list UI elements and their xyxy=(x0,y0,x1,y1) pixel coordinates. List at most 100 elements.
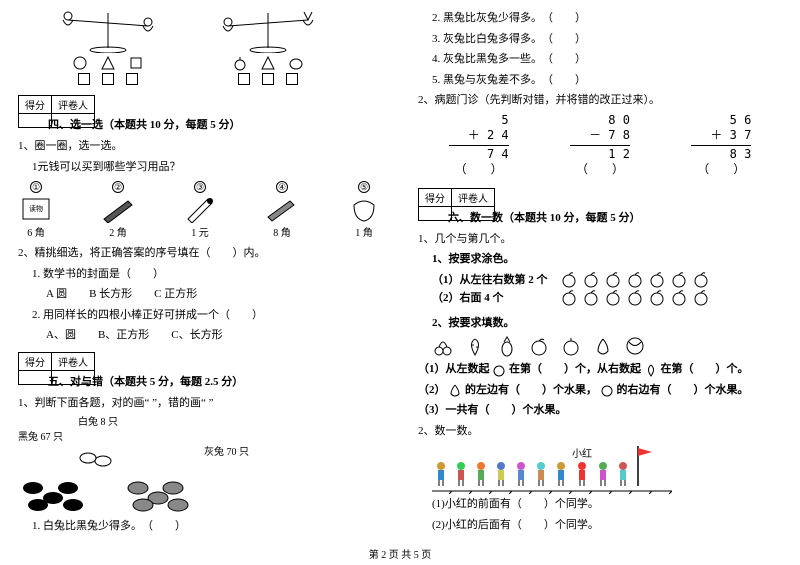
strawberry-small-icon xyxy=(644,363,658,377)
section-5-title: 五、对与错（本题共 5 分，每题 2.5 分） xyxy=(48,373,382,389)
scale-1-choices xyxy=(72,55,144,71)
apple-row-1 xyxy=(560,270,710,288)
white-rabbit-label: 白兔 8 只 xyxy=(78,413,198,428)
arith-a: 5 6 xyxy=(730,113,752,129)
q4-2-2: 2. 用同样长的四根小棒正好可拼成一个（ ） xyxy=(32,307,382,324)
apple-icon[interactable] xyxy=(692,270,710,288)
xh-q1: (1)小红的前面有（ ）个同学。 xyxy=(432,496,782,513)
checkbox[interactable] xyxy=(262,73,274,85)
checkbox[interactable] xyxy=(286,73,298,85)
kids-queue: 小红 xyxy=(432,445,782,486)
color-req-1: （1）从左往右数第 2 个 xyxy=(432,272,548,289)
fr1b: 在第（ ）个，从右数起 xyxy=(509,363,641,375)
judge-4: 4. 灰兔比黑兔多一些。 （ ） xyxy=(432,51,782,68)
grader-header: 评卷人 xyxy=(52,96,95,114)
score-cell[interactable] xyxy=(419,206,452,220)
judge-4-text: 4. 灰兔比黑兔多一些。 xyxy=(432,53,537,65)
arith-c: 7 4 xyxy=(487,147,509,163)
scale-2-choices xyxy=(232,55,304,71)
balance-scale-2 xyxy=(208,8,328,53)
animal-icon xyxy=(72,55,88,71)
judge-2: 2. 黑兔比灰兔少得多。 （ ） xyxy=(432,10,782,27)
checkbox[interactable] xyxy=(238,73,250,85)
fill-req: 2、按要求填数。 xyxy=(432,315,782,332)
apple-icon[interactable] xyxy=(648,270,666,288)
strawberry-icon xyxy=(464,335,486,357)
item-number: ④ xyxy=(276,181,288,193)
arith-paren[interactable]: （ ） xyxy=(697,162,745,178)
apple-icon[interactable] xyxy=(670,288,688,306)
fr1a: （1）从左数起 xyxy=(418,363,490,375)
score-cell[interactable] xyxy=(19,114,52,128)
peach-small-icon xyxy=(492,363,506,377)
apple-icon[interactable] xyxy=(560,288,578,306)
shop-item-5: ⑤ 1 角 xyxy=(346,181,382,239)
fr2a: （2） xyxy=(418,384,446,396)
animal-icon xyxy=(128,55,144,71)
apple-icon[interactable] xyxy=(604,270,622,288)
cherry-icon xyxy=(432,335,454,357)
grader-header: 评卷人 xyxy=(52,352,95,370)
apple-icon[interactable] xyxy=(582,270,600,288)
arith-b: ＋ 3 7 xyxy=(710,128,751,144)
arithmetic-problems: 5 ＋ 2 4 7 4 （ ） 8 0 － 7 8 1 2 （ ） 5 6 ＋ … xyxy=(418,113,782,178)
apple-icon[interactable] xyxy=(692,288,710,306)
fruit-icons-row xyxy=(432,335,782,357)
judge-1: 1. 白兔比黑兔少得多。 （ ） xyxy=(32,518,382,535)
left-column: 得分评卷人 四、选一选（本题共 10 分，每题 5 分） 1、圈一圈，选一选。 … xyxy=(0,0,400,565)
scale-2-checkboxes xyxy=(238,73,298,85)
checkbox[interactable] xyxy=(126,73,138,85)
apple-row-2 xyxy=(560,288,710,306)
arith-1: 5 ＋ 2 4 7 4 （ ） xyxy=(449,113,509,178)
item-number: ② xyxy=(112,181,124,193)
q6-2: 2、数一数。 xyxy=(418,423,782,440)
xiaohong-label: 小红 xyxy=(572,445,592,460)
apple-icon[interactable] xyxy=(582,288,600,306)
checkbox[interactable] xyxy=(78,73,90,85)
animal-icon xyxy=(100,55,116,71)
watermelon-icon xyxy=(624,335,646,357)
shop-item-2: ② 2 角 xyxy=(100,181,136,239)
q5-1: 1、判断下面各题，对的画“ ”，错的画“ ” xyxy=(18,395,382,412)
black-rabbit-label: 黑兔 67 只 xyxy=(18,428,198,443)
peach-icon xyxy=(528,335,550,357)
ruler-icon xyxy=(264,195,300,223)
price-label: 1 角 xyxy=(355,224,373,239)
page-footer: 第 2 页 共 5 页 xyxy=(0,546,800,561)
rabbits-illustration xyxy=(18,443,198,513)
arith-c: 1 2 xyxy=(608,147,630,163)
score-cell[interactable] xyxy=(19,370,52,384)
judge-3: 3. 灰兔比白兔多得多。 （ ） xyxy=(432,31,782,48)
shop-item-4: ④ 8 角 xyxy=(264,181,300,239)
apple-icon[interactable] xyxy=(648,288,666,306)
fruit-icon xyxy=(232,55,248,71)
q6-1: 1、几个与第几个。 xyxy=(418,231,782,248)
apple-icon[interactable] xyxy=(626,270,644,288)
kid-icon xyxy=(512,460,530,486)
apple-icon[interactable] xyxy=(560,270,578,288)
arith-paren[interactable]: （ ） xyxy=(576,162,624,178)
kid-icon xyxy=(432,460,450,486)
xiaohong-icon xyxy=(573,460,591,486)
apple-icon xyxy=(560,335,582,357)
pineapple-icon xyxy=(496,335,518,357)
judge-1-text: 1. 白兔比黑兔少得多。 xyxy=(32,520,137,532)
pear-icon xyxy=(592,335,614,357)
arith-paren[interactable]: （ ） xyxy=(455,162,503,178)
price-label: 1 元 xyxy=(191,224,209,239)
apple-icon[interactable] xyxy=(670,270,688,288)
item-number: ③ xyxy=(194,181,206,193)
judge-2-text: 2. 黑兔比灰兔少得多。 xyxy=(432,12,537,24)
apple-icon[interactable] xyxy=(626,288,644,306)
fr2b: 的左边有（ ）个水果， xyxy=(465,384,597,396)
arith-b: － 7 8 xyxy=(589,128,630,144)
checkbox[interactable] xyxy=(102,73,114,85)
grader-header: 评卷人 xyxy=(452,188,495,206)
section-4-title: 四、选一选（本题共 10 分，每题 5 分） xyxy=(48,116,382,132)
q4-1-sub: 1元钱可以买到哪些学习用品？ xyxy=(32,159,382,176)
apple-icon[interactable] xyxy=(604,288,622,306)
color-req: 1、按要求涂色。 xyxy=(432,251,782,268)
kid-icon xyxy=(614,460,632,486)
rabbit-scene: 白兔 8 只 黑兔 67 只 灰兔 70 只 xyxy=(18,413,382,516)
price-label: 2 角 xyxy=(109,224,127,239)
